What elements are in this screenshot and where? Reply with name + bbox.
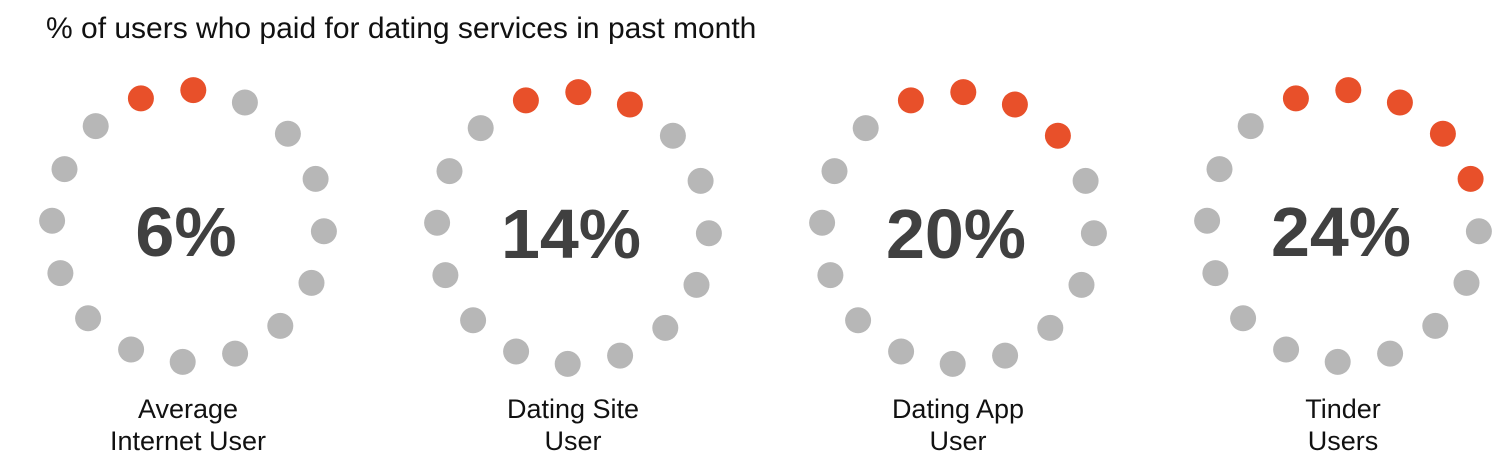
base-dot — [1377, 340, 1404, 367]
base-dot — [1194, 207, 1221, 234]
base-dot — [503, 338, 530, 365]
base-dot — [1465, 218, 1492, 245]
base-dot — [302, 165, 329, 192]
value-label: 14% — [501, 195, 641, 273]
category-label: Internet User — [110, 426, 266, 456]
base-dot — [652, 314, 679, 341]
highlighted-dot — [950, 79, 977, 106]
base-dot — [1237, 113, 1264, 140]
category-label: Average — [138, 394, 238, 424]
base-dot — [695, 220, 722, 247]
category-label: Dating App — [892, 394, 1024, 424]
chart-title: % of users who paid for dating services … — [46, 12, 757, 45]
base-dot — [169, 348, 196, 375]
highlighted-dot — [512, 87, 539, 114]
highlighted-dot — [1282, 85, 1309, 112]
category-label: Dating Site — [507, 394, 639, 424]
base-dot — [845, 307, 872, 334]
base-dot — [231, 89, 258, 116]
category-label: Tinder — [1305, 394, 1381, 424]
highlighted-dot — [1001, 91, 1028, 118]
value-label: 6% — [135, 193, 236, 271]
base-dot — [460, 307, 487, 334]
base-dot — [554, 350, 581, 377]
highlighted-dot — [180, 77, 207, 104]
base-dot — [809, 209, 836, 236]
base-dot — [51, 156, 78, 183]
category-label: Users — [1308, 426, 1379, 456]
base-dot — [1080, 220, 1107, 247]
category-label: User — [929, 426, 986, 456]
base-dot — [39, 207, 66, 234]
base-dot — [310, 218, 337, 245]
base-dot — [1453, 269, 1480, 296]
base-dot — [1422, 312, 1449, 339]
base-dot — [607, 342, 634, 369]
base-dot — [75, 305, 102, 332]
base-dot — [1202, 260, 1229, 287]
base-dot — [118, 336, 145, 363]
highlighted-dot — [897, 87, 924, 114]
base-dot — [267, 312, 294, 339]
base-dot — [817, 262, 844, 289]
base-dot — [1273, 336, 1300, 363]
value-label: 24% — [1271, 193, 1411, 271]
category-label: User — [544, 426, 601, 456]
base-dot — [659, 122, 686, 149]
base-dot — [852, 115, 879, 142]
highlighted-dot — [127, 85, 154, 112]
base-dot — [992, 342, 1019, 369]
base-dot — [274, 120, 301, 147]
base-dot — [47, 260, 74, 287]
base-dot — [687, 167, 714, 194]
base-dot — [298, 269, 325, 296]
highlighted-dot — [1386, 89, 1413, 116]
highlighted-dot — [1335, 77, 1362, 104]
base-dot — [436, 158, 463, 185]
base-dot — [222, 340, 249, 367]
base-dot — [82, 113, 109, 140]
base-dot — [467, 115, 494, 142]
base-dot — [1072, 167, 1099, 194]
highlighted-dot — [1429, 120, 1456, 147]
highlighted-dot — [616, 91, 643, 118]
base-dot — [888, 338, 915, 365]
highlighted-dot — [1457, 165, 1484, 192]
highlighted-dot — [1044, 122, 1071, 149]
base-dot — [1037, 314, 1064, 341]
base-dot — [1206, 156, 1233, 183]
base-dot — [1230, 305, 1257, 332]
base-dot — [821, 158, 848, 185]
base-dot — [1324, 348, 1351, 375]
highlighted-dot — [565, 79, 592, 106]
base-dot — [1068, 271, 1095, 298]
base-dot — [939, 350, 966, 377]
value-label: 20% — [886, 195, 1026, 273]
base-dot — [424, 209, 451, 236]
base-dot — [432, 262, 459, 289]
base-dot — [683, 271, 710, 298]
